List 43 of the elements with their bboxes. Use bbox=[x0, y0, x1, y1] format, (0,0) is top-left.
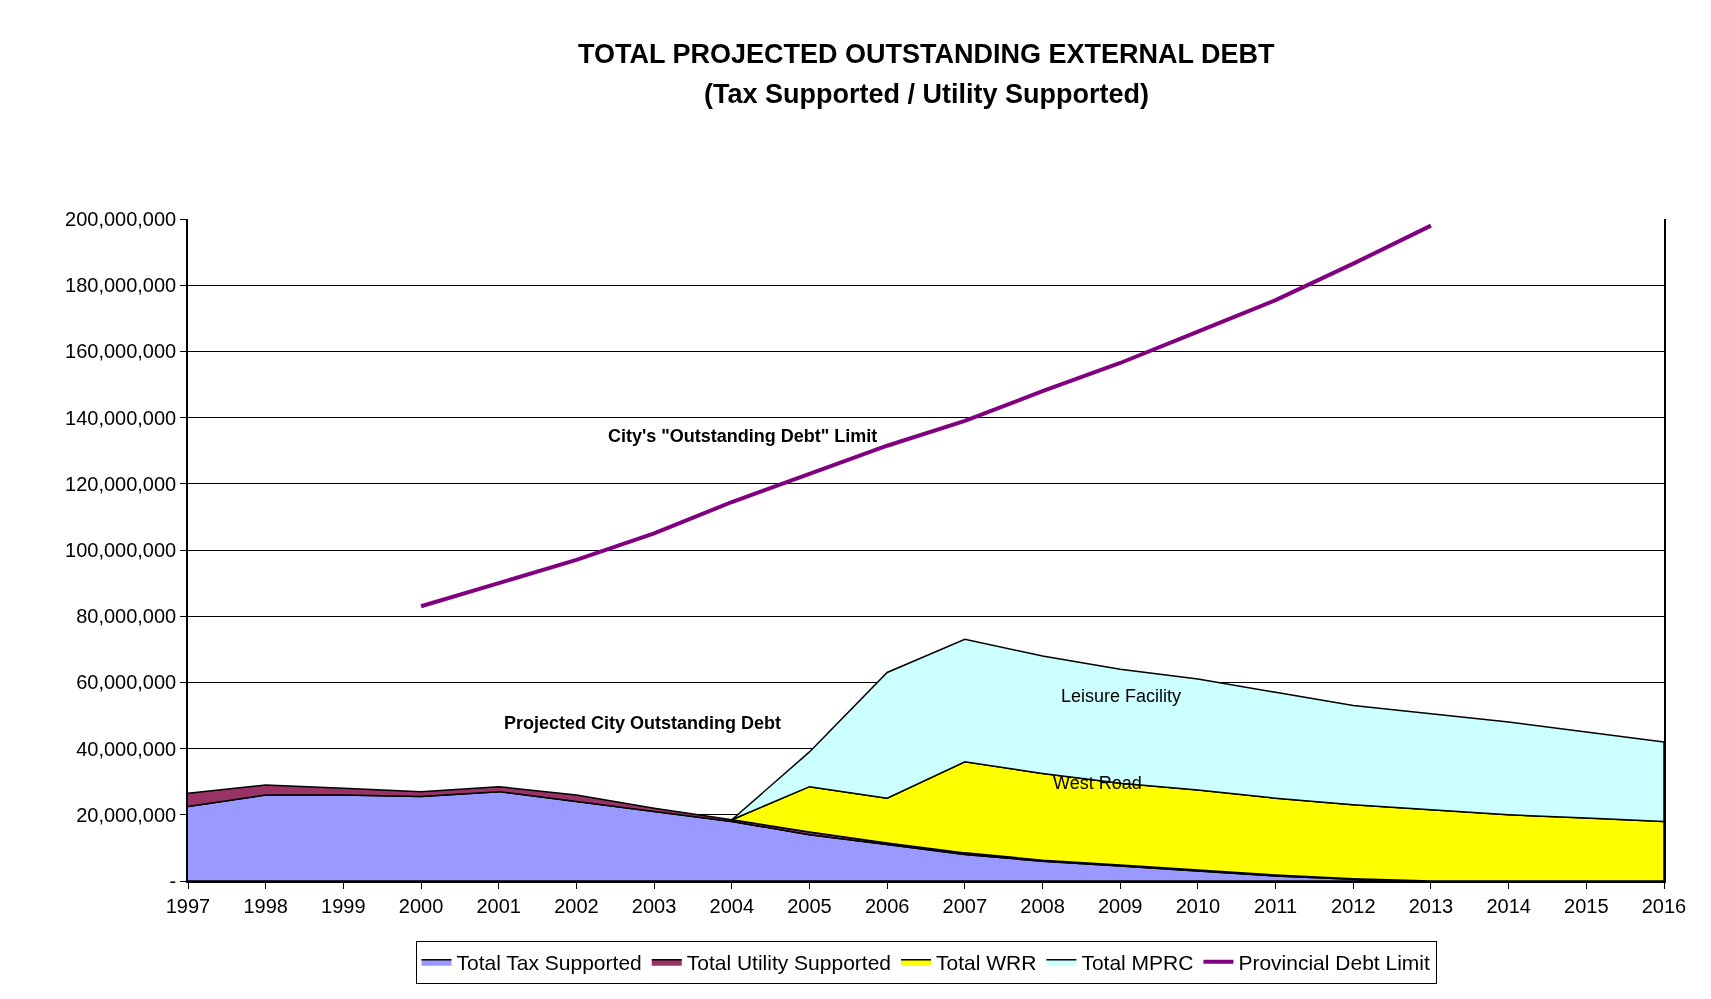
x-tick-label: 2004 bbox=[709, 894, 755, 917]
y-tick-label: 120,000,000 bbox=[65, 472, 177, 495]
x-tick-label: 2007 bbox=[942, 894, 988, 917]
y-tick-label: - bbox=[169, 870, 177, 892]
y-tick-label: 140,000,000 bbox=[65, 406, 177, 429]
y-tick-label: 20,000,000 bbox=[76, 803, 177, 826]
legend-label: Total Tax Supported bbox=[456, 950, 642, 974]
chart-title: TOTAL PROJECTED OUTSTANDING EXTERNAL DEBT bbox=[578, 39, 1276, 69]
y-tick-label: 200,000,000 bbox=[65, 208, 177, 230]
x-tick-label: 1997 bbox=[165, 894, 211, 917]
annotation: West Road bbox=[1053, 773, 1142, 793]
annotation: Projected City Outstanding Debt bbox=[504, 713, 782, 733]
x-tick-label: 2000 bbox=[398, 894, 444, 917]
y-tick-label: 180,000,000 bbox=[65, 274, 177, 297]
y-tick-label: 40,000,000 bbox=[76, 737, 177, 760]
x-tick-label: 2003 bbox=[631, 894, 677, 917]
legend-label: Total MPRC bbox=[1081, 950, 1194, 974]
x-tick-label: 2013 bbox=[1408, 894, 1454, 917]
line-series bbox=[419, 223, 1433, 609]
x-tick-label: 2011 bbox=[1254, 894, 1298, 917]
x-tick-label: 2012 bbox=[1331, 894, 1376, 917]
y-tick-label: 80,000,000 bbox=[76, 605, 177, 628]
x-tick-label: 2016 bbox=[1641, 894, 1687, 917]
legend-label: Provincial Debt Limit bbox=[1238, 950, 1430, 974]
y-tick-label: 160,000,000 bbox=[65, 340, 177, 363]
annotation: City's "Outstanding Debt" Limit bbox=[608, 426, 878, 446]
legend-label: Total Utility Supported bbox=[686, 950, 892, 974]
x-tick-label: 2015 bbox=[1564, 894, 1609, 917]
x-tick-label: 1999 bbox=[321, 894, 366, 917]
x-tick-label: 2009 bbox=[1097, 894, 1143, 917]
x-tick-label: 2006 bbox=[864, 894, 910, 917]
legend-label: Total WRR bbox=[936, 950, 1037, 974]
x-tick-label: 2010 bbox=[1175, 894, 1221, 917]
x-tick-label: 2002 bbox=[554, 894, 599, 917]
y-tick-label: 60,000,000 bbox=[76, 671, 177, 694]
x-tick-label: 2008 bbox=[1020, 894, 1065, 917]
annotation: Leisure Facility bbox=[1061, 686, 1182, 706]
y-tick-label: 100,000,000 bbox=[65, 539, 177, 561]
x-tick-label: 2005 bbox=[787, 894, 832, 917]
chart-subtitle: (Tax Supported / Utility Supported) bbox=[704, 79, 1149, 109]
x-tick-label: 1998 bbox=[243, 894, 288, 917]
x-tick-label: 2014 bbox=[1486, 894, 1531, 917]
x-tick-label: 2001 bbox=[476, 894, 521, 917]
